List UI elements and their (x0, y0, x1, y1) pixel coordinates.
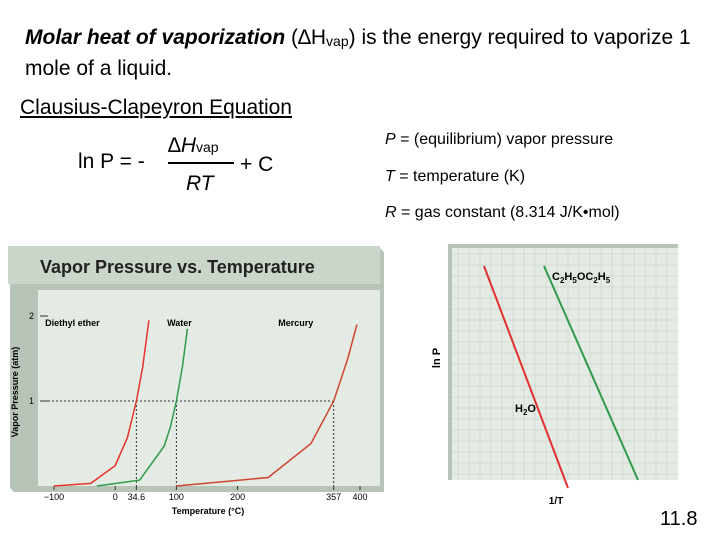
chart1-x-label: Temperature (°C) (172, 506, 244, 516)
label-h2o-part-h: H (515, 403, 523, 415)
label-ether-part-5a: 5 (572, 276, 577, 285)
definition-t-text: = temperature (K) (394, 168, 526, 185)
label-ether-part-2a: 2 (560, 276, 565, 285)
series-water-line (96, 328, 189, 487)
equation-denominator: RT (186, 172, 214, 195)
chart1-x-tick-label: 357 (326, 492, 341, 502)
chart1-plot-area (38, 290, 380, 486)
chart2-grid (452, 248, 678, 480)
equation-num-main: ∆H (168, 134, 197, 157)
label-ether-part-oc: OC (577, 271, 594, 283)
definition-r-symbol: R (385, 204, 397, 221)
equation-plus-c: + C (240, 153, 274, 176)
chart2-x-label: 1/T (549, 496, 563, 507)
chart1-y-label: Vapor Pressure (atm) (10, 347, 20, 438)
chart1-grid (40, 315, 361, 490)
definition-p-text: = (equilibrium) vapor pressure (395, 131, 614, 148)
definition-t-symbol: T (385, 168, 395, 185)
definition-p-symbol: P (385, 131, 396, 148)
intro-term: Molar heat of vaporization (25, 26, 286, 49)
ln-p-chart: C2H5OC2H5 H2O ln P 1/T (431, 244, 678, 507)
chart1-series-label: Mercury (278, 318, 313, 328)
series-mercury-line (176, 324, 358, 487)
chart1-y-tick-label: 2 (29, 311, 34, 321)
chart1-y-tick-label: 1 (29, 396, 34, 406)
series-h2o-line (483, 265, 569, 489)
label-ether-part-c: C (552, 271, 560, 283)
vapor-pressure-chart: Vapor Pressure vs. Temperature −100 0 34.6… (8, 246, 384, 516)
chart1-x-tick-label: 200 (230, 492, 245, 502)
series-ether-line (543, 265, 639, 481)
definition-r-text: = gas constant (8.314 J/K•mol) (396, 204, 620, 221)
chart1-x-tick-label: 0 (113, 492, 118, 502)
intro-rest: ) is the energy required to vaporize 1 m… (25, 26, 691, 80)
chart2-y-label: ln P (431, 348, 443, 368)
equation-numerator: ∆Hvap (168, 134, 219, 158)
label-ether: C2H5OC2H5 (552, 271, 611, 285)
chart1-x-tick-label: 100 (169, 492, 184, 502)
equation-title: Clausius-Clapeyron Equation (20, 96, 292, 119)
equation-num-sub: vap (196, 139, 219, 155)
chart1-x-tick-label: −100 (44, 492, 64, 502)
slide-number: 11.8 (660, 508, 698, 530)
label-ether-part-h2: H (598, 271, 606, 283)
chart1-series (53, 320, 358, 487)
series-diethyl-ether-line (53, 320, 150, 487)
chart1-x-tick-label: 34.6 (128, 492, 146, 502)
label-ether-part-5b: 5 (606, 276, 611, 285)
label-ether-part-h: H (564, 271, 572, 283)
label-h2o-part-o: O (527, 403, 536, 415)
chart1-x-tick-label: 400 (352, 492, 367, 502)
label-ether-part-2b: 2 (593, 276, 598, 285)
definition-r: R = gas constant (8.314 J/K•mol) (385, 204, 620, 222)
equation-lhs: ln P = - (78, 150, 145, 173)
intro-open: (∆H (285, 26, 327, 49)
chart1-title: Vapor Pressure vs. Temperature (40, 257, 315, 277)
definition-t: T = temperature (K) (385, 168, 525, 186)
chart1-series-label: Diethyl ether (45, 318, 100, 328)
label-h2o-part-2: 2 (523, 408, 528, 417)
intro-paragraph: Molar heat of vaporization (∆Hvap) is th… (25, 24, 705, 83)
chart1-series-label: Water (167, 318, 192, 328)
label-h2o: H2O (515, 403, 536, 417)
equation-fraction-bar (168, 162, 234, 164)
chart1-labels: −100 0 34.6 100 200 357 400 1 2 Diethyl ether Wate… (29, 311, 368, 502)
definition-p: P = (equilibrium) vapor pressure (385, 131, 613, 149)
chart1-title-band (8, 246, 380, 284)
intro-sub: vap (326, 33, 349, 49)
